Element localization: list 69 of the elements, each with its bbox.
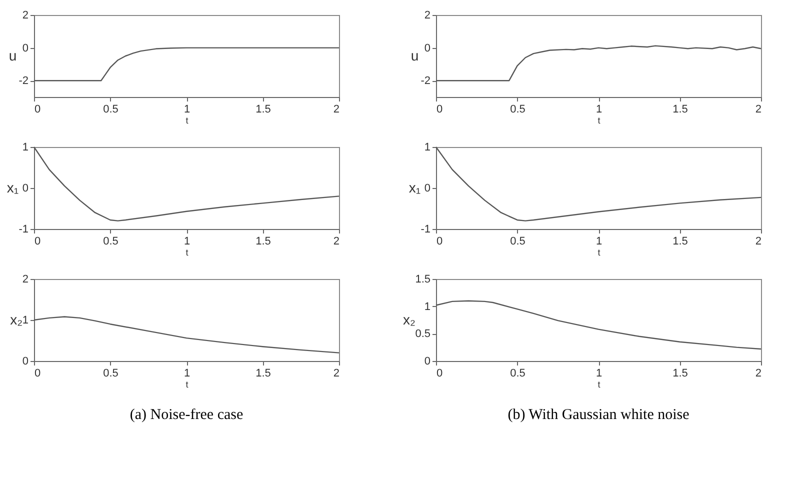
y-axis-title: x₁ — [408, 180, 421, 196]
x-axis-title: t — [598, 116, 601, 126]
y-tick-label: 0 — [424, 182, 430, 194]
y-axis-title: u — [410, 48, 419, 64]
x-tick-label: 1.5 — [256, 236, 271, 248]
x-tick-label: 2 — [755, 368, 762, 380]
x-tick-label: 0.5 — [510, 368, 526, 380]
x-tick-label: 2 — [755, 236, 762, 248]
y-tick-label: 2 — [424, 10, 430, 22]
line-series — [435, 300, 762, 350]
y-tick-label: 1 — [22, 142, 28, 154]
y-tick-label: 0.5 — [415, 328, 430, 340]
y-tick-label: 1 — [424, 300, 430, 313]
x-tick-label: 0.5 — [103, 368, 118, 380]
x-tick-label: 0 — [34, 368, 41, 380]
y-tick-label: 0 — [22, 42, 28, 54]
x-tick-label: 0 — [34, 104, 41, 116]
line-series — [33, 316, 340, 354]
y-axis-title: x₁ — [6, 180, 19, 196]
x-axis-title: t — [186, 248, 189, 258]
y-tick-label: -1 — [420, 224, 430, 236]
y-tick-label: -2 — [420, 75, 430, 88]
y-tick-label: 2 — [22, 274, 28, 286]
x-axis-title: t — [186, 116, 189, 126]
x-axis-title: t — [598, 380, 601, 390]
y-axis-title: x₂ — [10, 312, 23, 328]
y-tick-label: 1 — [22, 314, 28, 326]
y-axis-title: u — [8, 48, 17, 64]
x-tick-label: 2 — [333, 236, 340, 248]
x-tick-label: 1.5 — [672, 104, 688, 116]
x-tick-label: 0 — [436, 104, 443, 116]
y-tick-label: 0 — [424, 42, 430, 54]
x-tick-label: 1 — [184, 104, 190, 116]
x-axis-title: t — [598, 248, 601, 258]
text: (a) Noise-free case — [130, 407, 244, 423]
line-series — [33, 47, 340, 82]
x-tick-label: 0 — [436, 236, 443, 248]
line-series — [33, 146, 340, 222]
x-tick-label: 2 — [333, 104, 340, 116]
x-tick-label: 0.5 — [103, 236, 118, 248]
x-tick-label: 0 — [436, 368, 443, 380]
x-tick-label: 1 — [596, 236, 602, 248]
y-tick-label: -1 — [18, 224, 28, 236]
x-axis-title: t — [186, 380, 189, 390]
x-tick-label: 2 — [755, 104, 762, 116]
text: (b) With Gaussian white noise — [508, 407, 690, 423]
x-tick-label: 0.5 — [103, 104, 118, 116]
x-tick-label: 1 — [184, 236, 190, 248]
x-tick-label: 1.5 — [256, 368, 271, 380]
x-tick-label: 1 — [184, 368, 190, 380]
y-tick-label: 1.5 — [415, 274, 430, 286]
x-tick-label: 1.5 — [672, 236, 688, 248]
x-tick-label: 2 — [333, 368, 340, 380]
y-tick-label: 2 — [22, 10, 28, 22]
x-tick-label: 1.5 — [672, 368, 688, 380]
x-tick-label: 1 — [596, 368, 602, 380]
line-series — [435, 146, 762, 222]
y-tick-label: 1 — [424, 142, 430, 154]
y-tick-label: 0 — [424, 356, 430, 368]
x-tick-label: 1 — [596, 104, 602, 116]
y-tick-label: 0 — [22, 356, 28, 368]
y-tick-label: -2 — [18, 75, 28, 88]
x-tick-label: 0.5 — [510, 236, 526, 248]
x-tick-label: 1.5 — [256, 104, 271, 116]
y-axis-title: x₂ — [402, 312, 416, 328]
x-tick-label: 0.5 — [510, 104, 526, 116]
line-series — [435, 45, 762, 82]
y-tick-label: 0 — [22, 182, 28, 194]
x-tick-label: 0 — [34, 236, 41, 248]
